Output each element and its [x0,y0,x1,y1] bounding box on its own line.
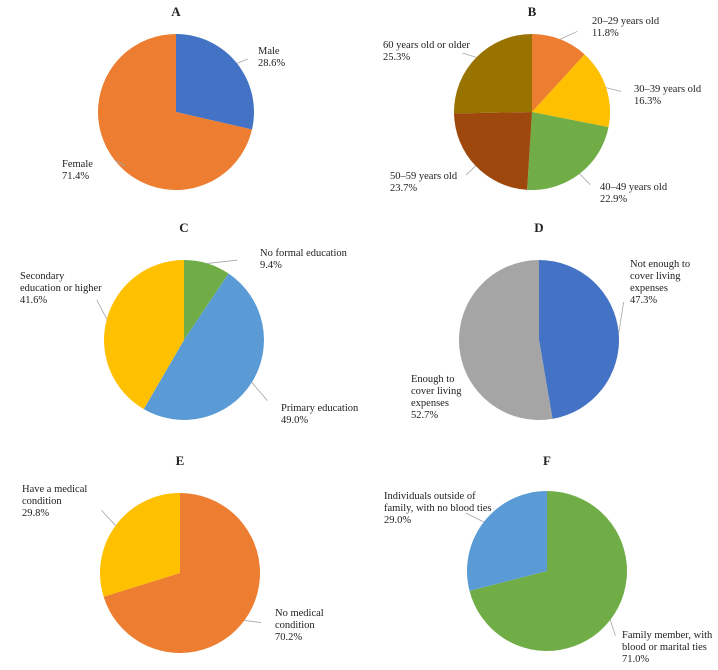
pie-panel-d: D Not enough to cover living expenses 47.3% E… [411,220,690,421]
pie-panel-c: C No formal education 9.4% Primary educatio… [20,220,359,426]
slice-label: Family member, with blood or marital ties… [622,630,713,665]
panel-title: A [171,4,181,19]
leader-line [207,259,238,264]
slice-label: Not enough to cover living expenses 47.3% [630,259,690,306]
slice-label: 40–49 years old 22.9% [600,182,668,205]
pie-panel-b: B 20–29 years old 11.8% 30–39 years old 16.3… [383,4,702,205]
slice-label: Secondary education or higher 41.6% [20,271,102,306]
panel-title: D [534,220,543,235]
slice-label: 50–59 years old 23.7% [390,171,458,194]
slice-label: Female 71.4% [62,159,93,182]
slice-label: Have a medical condition 29.8% [22,484,87,519]
pie-slice [176,34,254,130]
leader-line [236,58,248,64]
pie-panel-e: E No medical condition 70.2% Have a medical c… [22,453,324,653]
pie-slice [100,493,180,597]
slice-label: 20–29 years old 11.8% [592,16,660,39]
panel-title: F [543,453,551,468]
leader-line [579,173,591,185]
pie-slice [453,33,532,114]
panel-title: B [528,4,537,19]
pie-slice [458,260,553,420]
slice-label: No formal education 9.4% [260,248,348,271]
leader-line [465,512,484,523]
leader-line [96,299,108,320]
leader-line [618,301,625,334]
leader-line [465,165,476,176]
slice-label: No medical condition 70.2% [275,608,324,643]
pie-slice [97,33,253,190]
leader-line [609,619,616,636]
leader-line [244,620,262,623]
slice-label: 30–39 years old 16.3% [634,84,702,107]
slice-label: 60 years old or older 25.3% [383,40,470,63]
slice-label: Enough to cover living expenses 52.7% [411,374,462,421]
pie-slice [532,54,611,128]
pie-slice [532,34,585,112]
pie-slice [539,260,619,419]
panel-title: C [179,220,188,235]
leader-line [462,52,477,58]
pie-slice [466,491,547,591]
slice-label: Primary education 49.0% [281,403,359,426]
pie-slice [469,491,627,651]
pie-slice [103,492,261,653]
pie-panel-f: F Family member, with blood or marital tie… [384,453,713,665]
slice-label: Male 28.6% [258,46,285,69]
pie-slice [527,112,609,191]
leader-line [101,509,116,526]
panel-title: E [176,453,185,468]
pie-slice [104,260,184,410]
pie-slice [454,112,532,190]
leader-line [114,160,126,166]
pie-slice [143,273,264,420]
pie-panel-a: A Male 28.6% Female 71.4% [62,4,285,190]
pie-slice [184,260,229,340]
leader-line [458,346,473,377]
leader-line [606,87,622,92]
slice-label: Individuals outside of family, with no bl… [384,491,492,526]
leader-line [251,382,268,402]
leader-line [560,30,578,40]
